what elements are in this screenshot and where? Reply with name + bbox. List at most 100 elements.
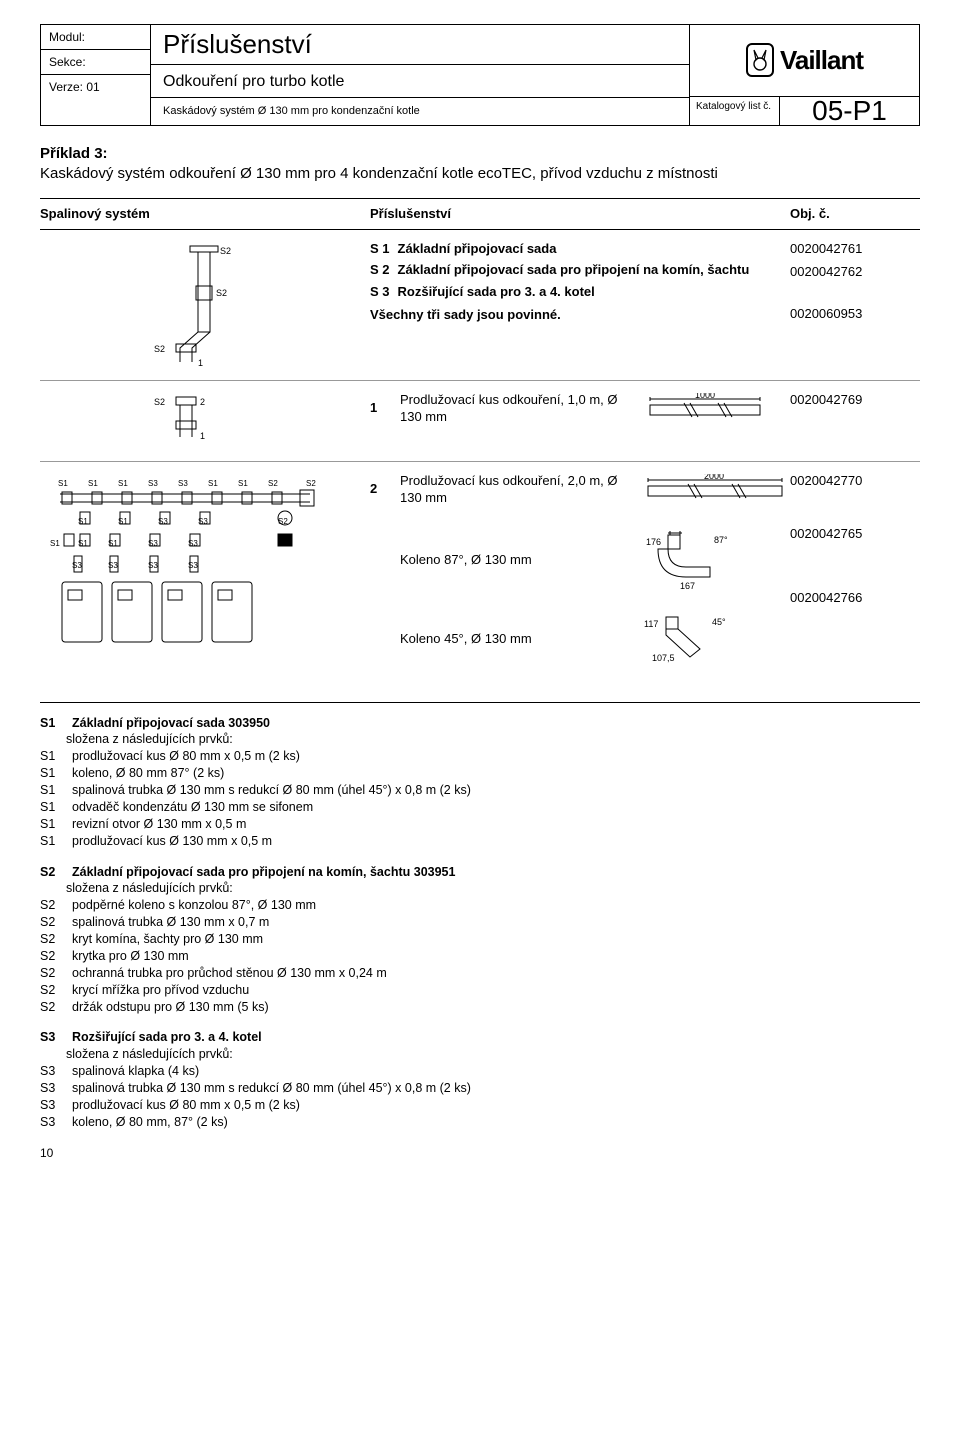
svg-text:S1: S1: [58, 479, 68, 488]
elbow-45-icon: 117 45° 107,5: [640, 613, 790, 665]
svg-text:1: 1: [200, 431, 205, 441]
kit-item: S2krytka pro Ø 130 mm: [40, 948, 920, 965]
mandatory-note: Všechny tři sady jsou povinné.: [370, 306, 790, 324]
table-body: S2 S2 S2 1 S 1 Základní připojovací: [40, 230, 920, 702]
dim-1000: 1000: [695, 393, 715, 400]
kit-item: S3prodlužovací kus Ø 80 mm x 0,5 m (2 ks…: [40, 1097, 920, 1114]
svg-text:S3: S3: [148, 479, 158, 488]
kit-s2: S2 Základní připojovací sada pro připoje…: [40, 864, 920, 1016]
example-desc: Kaskádový systém odkouření Ø 130 mm pro …: [40, 164, 920, 184]
kit-item: S1odvaděč kondenzátu Ø 130 mm se sifonem: [40, 799, 920, 816]
set-val: Základní připojovací sada pro připojení …: [398, 261, 790, 279]
svg-text:S1: S1: [88, 479, 98, 488]
set-key: S 3: [370, 283, 390, 301]
table-row: S2 2 1 1 Prodlužovací kus odkouření, 1,0…: [40, 381, 920, 462]
table-header-row: Spalinový systém Příslušenství Obj. č.: [40, 199, 920, 230]
part-text: Prodlužovací kus odkouření, 1,0 m, Ø 130…: [400, 391, 624, 426]
logo-text: Vaillant: [780, 43, 863, 78]
chimney-segment-diagram: S2 2 1: [40, 391, 360, 451]
kit-item: S2kryt komína, šachty pro Ø 130 mm: [40, 931, 920, 948]
header-left-col: Modul: Sekce: Verze: 01: [41, 25, 151, 125]
part-row: Koleno 87°, Ø 130 mm 176 87° 167: [370, 527, 790, 593]
diag-2: 2: [200, 397, 205, 407]
example-title: Příklad 3:: [40, 144, 920, 164]
part-text: Koleno 45°, Ø 130 mm: [400, 630, 624, 648]
set-line: S 1 Základní připojovací sada: [370, 240, 790, 258]
kit-tag: S3: [40, 1029, 66, 1046]
kit-item: S1prodlužovací kus Ø 80 mm x 0,5 m (2 ks…: [40, 748, 920, 765]
kit-item: S1koleno, Ø 80 mm 87° (2 ks): [40, 765, 920, 782]
order-number: 0020042766: [790, 589, 920, 607]
cascade-diagram: S1S1 S1S3 S3S1 S1S2 S2: [40, 472, 360, 692]
svg-text:S2: S2: [154, 397, 165, 407]
header-code-row: Katalogový list č. 05-P1: [690, 97, 919, 125]
part-desc: 1 Prodlužovací kus odkouření, 1,0 m, Ø 1…: [360, 391, 790, 426]
diag-1: 1: [198, 358, 203, 368]
header-right-col: Vaillant Katalogový list č. 05-P1: [689, 25, 919, 125]
order-number: 0020042761: [790, 240, 920, 258]
catalog-sheet-label: Katalogový list č.: [690, 97, 780, 125]
header-mid-col: Příslušenství Odkouření pro turbo kotle …: [151, 25, 689, 125]
table-row: S2 S2 S2 1 S 1 Základní připojovací: [40, 230, 920, 381]
dim-176: 176: [646, 537, 661, 547]
part-text: Prodlužovací kus odkouření, 2,0 m, Ø 130…: [400, 472, 624, 507]
page-number: 10: [40, 1145, 920, 1161]
part-row: 2 Prodlužovací kus odkouření, 2,0 m, Ø 1…: [370, 472, 790, 507]
kit-s3: S3 Rozšiřující sada pro 3. a 4. kotel sl…: [40, 1029, 920, 1130]
page: Modul: Sekce: Verze: 01 Příslušenství Od…: [0, 0, 960, 1181]
kit-item: S1prodlužovací kus Ø 130 mm x 0,5 m: [40, 833, 920, 850]
hdr-section: Odkouření pro turbo kotle: [151, 65, 689, 98]
parts-orders: 0020042770 0020042765 0020042766: [790, 472, 920, 607]
table-row: S1S1 S1S3 S3S1 S1S2 S2: [40, 462, 920, 702]
th-order: Obj. č.: [790, 205, 920, 223]
kit-head: S2 Základní připojovací sada pro připoje…: [40, 864, 920, 881]
set-line: S 3 Rozšiřující sada pro 3. a 4. kotel: [370, 283, 790, 301]
kit-item: S2podpěrné koleno s konzolou 87°, Ø 130 …: [40, 897, 920, 914]
kit-tag: S1: [40, 715, 66, 732]
part-order: 0020042769: [790, 391, 920, 409]
kit-tag: S2: [40, 864, 66, 881]
diag-s2-bot: S2: [154, 344, 165, 354]
parts-desc: 2 Prodlužovací kus odkouření, 2,0 m, Ø 1…: [360, 472, 790, 665]
dim-1075: 107,5: [652, 653, 675, 663]
kit-item: S3spalinová trubka Ø 130 mm s redukcí Ø …: [40, 1080, 920, 1097]
pipe-1m-icon: 1000: [640, 393, 790, 423]
kit-item: S2držák odstupu pro Ø 130 mm (5 ks): [40, 999, 920, 1016]
kit-s1: S1 Základní připojovací sada 303950 slož…: [40, 715, 920, 850]
kit-title: Základní připojovací sada 303950: [72, 715, 270, 732]
dim-2000: 2000: [704, 474, 724, 481]
doc-header: Modul: Sekce: Verze: 01 Příslušenství Od…: [40, 24, 920, 126]
svg-text:S1: S1: [238, 479, 248, 488]
kit-item: S1revizní otvor Ø 130 mm x 0,5 m: [40, 816, 920, 833]
catalog-code: 05-P1: [780, 97, 919, 125]
part-row: Koleno 45°, Ø 130 mm 117 45° 107,5: [370, 613, 790, 665]
kit-head: S3 Rozšiřující sada pro 3. a 4. kotel: [40, 1029, 920, 1046]
kit-item: S2krycí mřížka pro přívod vzduchu: [40, 982, 920, 999]
hdr-sekce-label: Sekce:: [41, 50, 150, 75]
svg-text:S1: S1: [118, 479, 128, 488]
sets-desc: S 1 Základní připojovací sada S 2 Základ…: [360, 240, 790, 324]
ang-87: 87°: [714, 535, 728, 545]
kit-lists: S1 Základní připojovací sada 303950 slož…: [40, 715, 920, 1131]
part-text: Koleno 87°, Ø 130 mm: [400, 551, 624, 569]
diag-s2-top: S2: [220, 246, 231, 256]
kit-head: S1 Základní připojovací sada 303950: [40, 715, 920, 732]
sets-orders: 0020042761 0020042762 0020060953: [790, 240, 920, 323]
set-val: Rozšiřující sada pro 3. a 4. kotel: [398, 283, 790, 301]
dim-167: 167: [680, 581, 695, 591]
set-key: S 1: [370, 240, 390, 258]
ang-45: 45°: [712, 617, 726, 627]
kit-sub: složena z následujících prvků:: [66, 880, 920, 897]
kit-item: S1spalinová trubka Ø 130 mm s redukcí Ø …: [40, 782, 920, 799]
kit-sub: složena z následujících prvků:: [66, 731, 920, 748]
hdr-verze-label: Verze: 01: [41, 75, 150, 99]
th-system: Spalinový systém: [40, 205, 360, 223]
order-number: 0020042762: [790, 263, 920, 281]
th-accessory: Příslušenství: [360, 205, 790, 223]
bunny-icon: [746, 43, 774, 77]
kit-sub: složena z následujících prvků:: [66, 1046, 920, 1063]
part-row: 1 Prodlužovací kus odkouření, 1,0 m, Ø 1…: [370, 391, 790, 426]
vaillant-logo: Vaillant: [746, 43, 863, 78]
set-key: S 2: [370, 261, 390, 279]
kit-item: S2spalinová trubka Ø 130 mm x 0,7 m: [40, 914, 920, 931]
